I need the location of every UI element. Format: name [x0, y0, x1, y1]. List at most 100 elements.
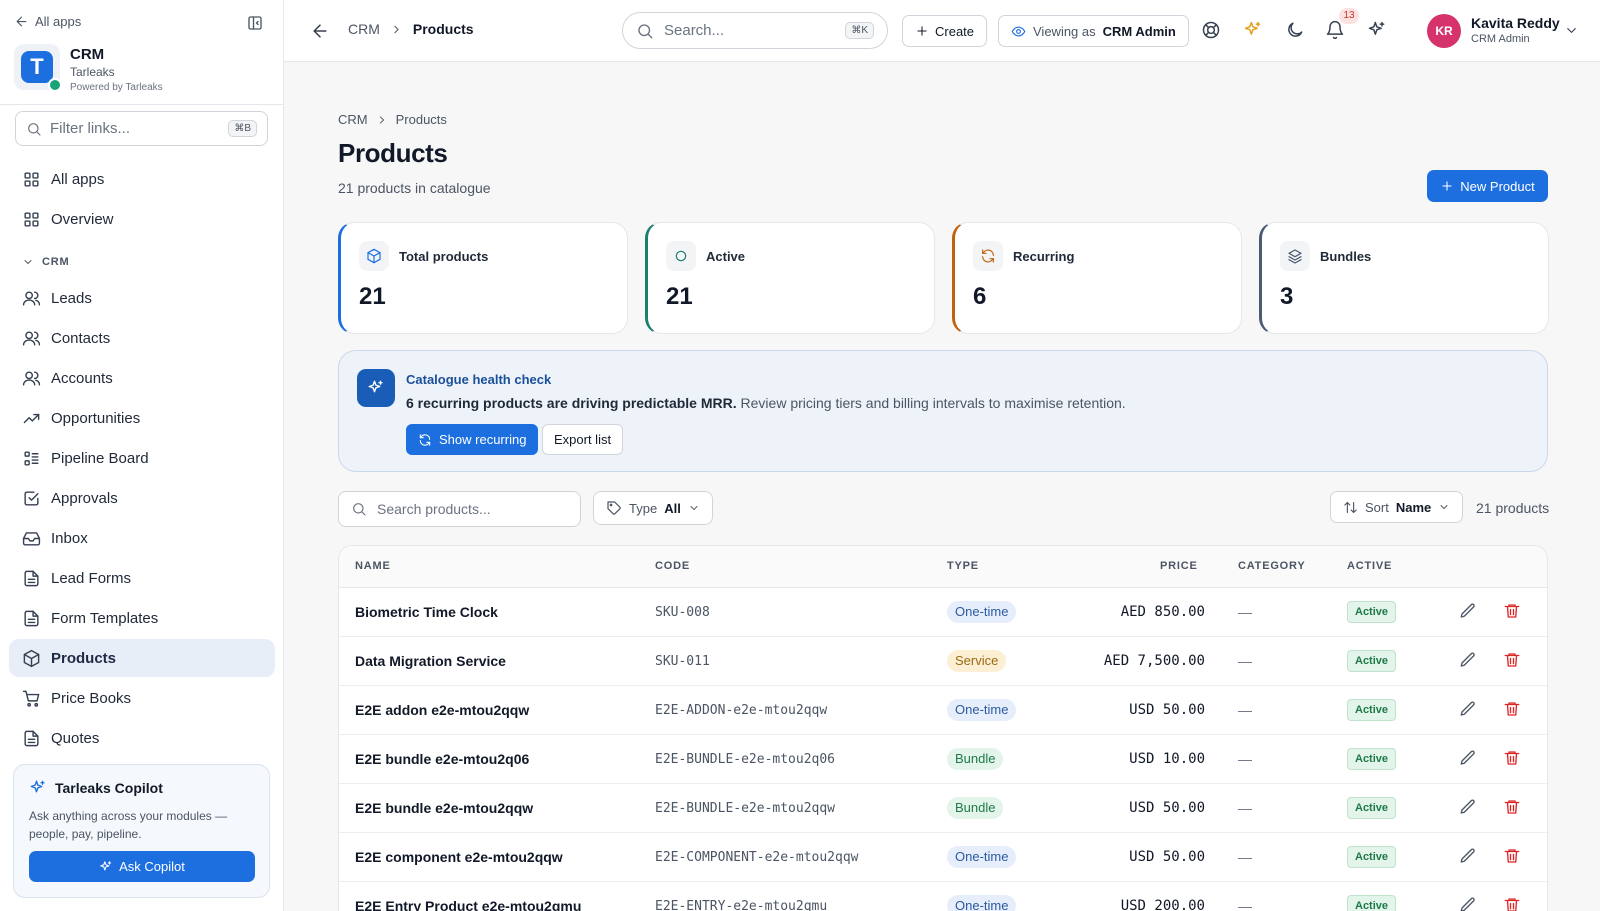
- theme-toggle-button[interactable]: [1285, 20, 1307, 42]
- edit-button[interactable]: [1459, 847, 1479, 867]
- breadcrumb-parent[interactable]: CRM: [338, 112, 368, 127]
- pencil-icon: [1460, 701, 1475, 716]
- table-row[interactable]: Data Migration Service SKU-011 Service AED …: [339, 637, 1547, 686]
- column-header-code[interactable]: CODE: [655, 560, 690, 572]
- trending-up-icon: [23, 413, 40, 423]
- notifications-button[interactable]: [1325, 20, 1347, 42]
- arrow-left-icon: [16, 16, 27, 27]
- user-name[interactable]: Kavita Reddy: [1471, 15, 1560, 31]
- sidebar-item-opportunities[interactable]: Opportunities: [9, 399, 275, 437]
- type-filter-dropdown[interactable]: Type All: [593, 491, 713, 525]
- product-category: —: [1238, 751, 1252, 767]
- product-name[interactable]: E2E component e2e-mtou2qqw: [355, 849, 563, 865]
- delete-button[interactable]: [1503, 749, 1523, 769]
- column-header-category[interactable]: CATEGORY: [1238, 560, 1306, 572]
- collapse-sidebar-button[interactable]: [246, 14, 268, 36]
- product-price: USD 200.00: [1120, 898, 1205, 911]
- sidebar-item-form-templates[interactable]: Form Templates: [9, 599, 275, 637]
- delete-button[interactable]: [1503, 896, 1523, 911]
- sidebar-item-products[interactable]: Products: [9, 639, 275, 677]
- table-row[interactable]: E2E bundle e2e-mtou2qqw E2E-BUNDLE-e2e-mt…: [339, 784, 1547, 833]
- product-price: AED 850.00: [1120, 604, 1205, 620]
- ai-features-button[interactable]: [1243, 20, 1265, 42]
- stat-icon-box: [1280, 241, 1310, 271]
- viewing-role: CRM Admin: [1102, 23, 1176, 39]
- column-header-price[interactable]: PRICE: [1160, 560, 1198, 572]
- column-header-type[interactable]: TYPE: [947, 560, 979, 572]
- product-name[interactable]: Biometric Time Clock: [355, 604, 498, 620]
- sidebar-item-label: Pipeline Board: [51, 449, 149, 467]
- copilot-button[interactable]: [1367, 20, 1389, 42]
- table-header: NAME CODE TYPE PRICE CATEGORY ACTIVE: [339, 546, 1547, 588]
- edit-button[interactable]: [1459, 651, 1479, 671]
- avatar[interactable]: KR: [1427, 14, 1461, 48]
- arrow-left-icon: [313, 24, 327, 38]
- health-message: 6 recurring products are driving predict…: [406, 395, 1126, 411]
- type-filter-label: Type: [629, 500, 658, 516]
- table-row[interactable]: E2E addon e2e-mtou2qqw E2E-ADDON-e2e-mtou…: [339, 686, 1547, 735]
- delete-button[interactable]: [1503, 700, 1523, 720]
- export-list-button[interactable]: Export list: [542, 424, 624, 455]
- edit-button[interactable]: [1459, 798, 1479, 818]
- pencil-icon: [1460, 799, 1475, 814]
- sidebar-item-quotes[interactable]: Quotes: [9, 719, 275, 757]
- table-row[interactable]: E2E component e2e-mtou2qqw E2E-COMPONENT-…: [339, 833, 1547, 882]
- sidebar-item-inbox[interactable]: Inbox: [9, 519, 275, 557]
- product-name[interactable]: E2E bundle e2e-mtou2qqw: [355, 800, 534, 816]
- status-badge: Active: [1347, 895, 1397, 911]
- sidebar-item-price-books[interactable]: Price Books: [9, 679, 275, 717]
- table-row[interactable]: E2E bundle e2e-mtou2q06 E2E-BUNDLE-e2e-mt…: [339, 735, 1547, 784]
- users-icon: [22, 370, 41, 386]
- ask-copilot-button[interactable]: Ask Copilot: [29, 851, 255, 882]
- sidebar-item-accounts[interactable]: Accounts: [9, 359, 275, 397]
- package-icon: [367, 248, 381, 264]
- sort-dropdown[interactable]: Sort Name: [1330, 491, 1464, 523]
- sidebar-item-label: Lead Forms: [51, 569, 132, 587]
- new-product-button[interactable]: New Product: [1427, 170, 1548, 202]
- sidebar-item-label: Contacts: [51, 329, 111, 347]
- sparkles-icon: [30, 780, 45, 793]
- column-header-name[interactable]: NAME: [355, 560, 391, 572]
- product-name[interactable]: E2E Entry Product e2e-mtou2qmu: [355, 898, 582, 911]
- sidebar-item-all-apps[interactable]: All apps: [9, 160, 275, 198]
- product-name[interactable]: E2E addon e2e-mtou2qqw: [355, 702, 530, 718]
- sidebar-item-leads[interactable]: Leads: [9, 279, 275, 317]
- product-name[interactable]: E2E bundle e2e-mtou2q06: [355, 751, 530, 767]
- stat-card-total-products: Total products 21: [338, 222, 628, 334]
- sidebar-item-pipeline-board[interactable]: Pipeline Board: [9, 439, 275, 477]
- edit-button[interactable]: [1459, 602, 1479, 622]
- back-button[interactable]: [310, 21, 330, 41]
- sidebar-item-overview[interactable]: Overview: [9, 200, 275, 238]
- product-search-input[interactable]: Search products...: [338, 491, 581, 527]
- sidebar-section-crm[interactable]: CRM: [22, 256, 69, 268]
- create-button[interactable]: Create: [902, 15, 988, 47]
- viewing-prefix: Viewing as: [1033, 23, 1096, 39]
- edit-button[interactable]: [1459, 896, 1479, 911]
- delete-button[interactable]: [1503, 651, 1523, 671]
- edit-button[interactable]: [1459, 700, 1479, 720]
- sidebar-item-contacts[interactable]: Contacts: [9, 319, 275, 357]
- back-to-all-apps-link[interactable]: All apps: [14, 14, 81, 29]
- delete-button[interactable]: [1503, 798, 1523, 818]
- global-search-input[interactable]: Search... ⌘K: [622, 12, 888, 49]
- delete-button[interactable]: [1503, 602, 1523, 622]
- trash-icon: [1504, 898, 1520, 911]
- sort-value: Name: [1395, 499, 1432, 515]
- sidebar-item-lead-forms[interactable]: Lead Forms: [9, 559, 275, 597]
- health-title: Catalogue health check: [406, 372, 552, 387]
- user-menu-button[interactable]: [1564, 23, 1579, 38]
- viewing-as-selector[interactable]: Viewing as CRM Admin: [998, 15, 1189, 47]
- table-row[interactable]: E2E Entry Product e2e-mtou2qmu E2E-ENTRY-…: [339, 882, 1547, 911]
- edit-button[interactable]: [1459, 749, 1479, 769]
- board-icon: [24, 450, 39, 466]
- sidebar-item-approvals[interactable]: Approvals: [9, 479, 275, 517]
- product-name[interactable]: Data Migration Service: [355, 653, 506, 669]
- bell-icon: [1326, 20, 1344, 40]
- show-recurring-button[interactable]: Show recurring: [406, 424, 539, 455]
- column-header-active[interactable]: ACTIVE: [1347, 560, 1393, 572]
- help-button[interactable]: [1201, 20, 1223, 42]
- table-row[interactable]: Biometric Time Clock SKU-008 One-time AED 8…: [339, 588, 1547, 637]
- top-breadcrumb-parent[interactable]: CRM: [348, 21, 380, 37]
- filter-links-input[interactable]: Filter links... ⌘B: [15, 111, 268, 146]
- delete-button[interactable]: [1503, 847, 1523, 867]
